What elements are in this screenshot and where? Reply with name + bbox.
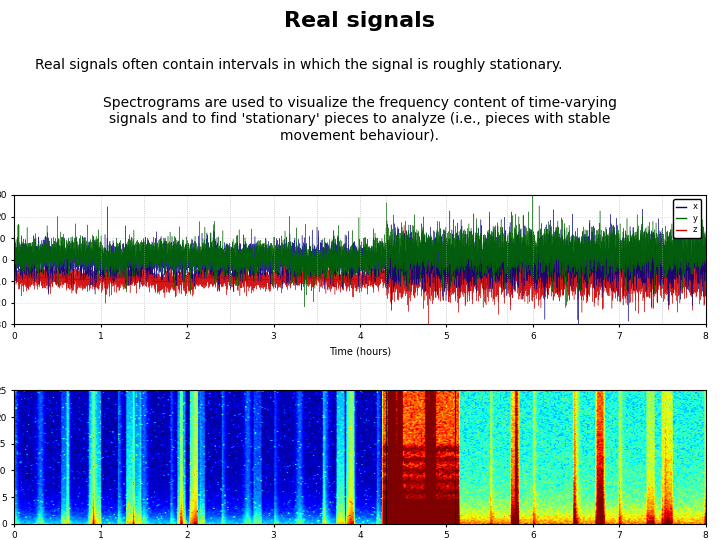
- Text: Spectrograms are used to visualize the frequency content of time-varying
signals: Spectrograms are used to visualize the f…: [103, 96, 617, 142]
- Text: Real signals: Real signals: [284, 11, 436, 31]
- Text: Real signals often contain intervals in which the signal is roughly stationary.: Real signals often contain intervals in …: [35, 58, 562, 72]
- Legend: x, y, z: x, y, z: [673, 199, 701, 238]
- X-axis label: Time (hours): Time (hours): [329, 347, 391, 356]
